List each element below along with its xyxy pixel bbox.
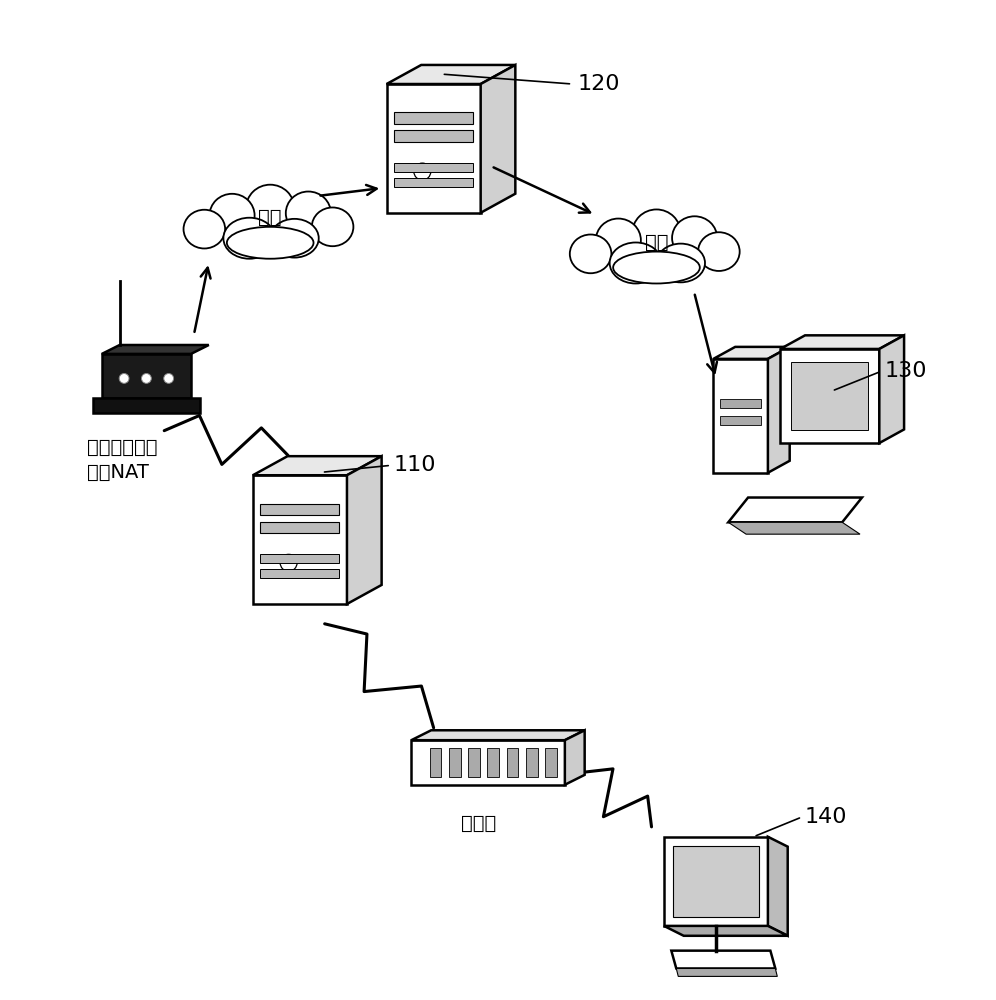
Polygon shape: [481, 65, 515, 213]
Ellipse shape: [632, 209, 680, 257]
Polygon shape: [253, 475, 347, 604]
Polygon shape: [673, 846, 759, 917]
Polygon shape: [411, 730, 585, 740]
Polygon shape: [449, 748, 460, 777]
Polygon shape: [394, 112, 473, 124]
Text: 120: 120: [578, 74, 620, 94]
Ellipse shape: [246, 185, 295, 233]
Polygon shape: [260, 522, 340, 533]
Ellipse shape: [209, 194, 255, 237]
Polygon shape: [386, 65, 515, 84]
Ellipse shape: [183, 210, 225, 248]
Polygon shape: [664, 837, 768, 926]
Polygon shape: [260, 554, 340, 563]
Ellipse shape: [672, 216, 717, 260]
Polygon shape: [102, 354, 191, 398]
Circle shape: [163, 374, 173, 383]
Polygon shape: [394, 163, 473, 172]
Polygon shape: [93, 398, 200, 413]
Polygon shape: [394, 178, 473, 187]
Text: 网络地址转换
设备NAT: 网络地址转换 设备NAT: [87, 438, 157, 482]
Ellipse shape: [610, 242, 661, 283]
Polygon shape: [260, 504, 340, 515]
Polygon shape: [347, 456, 381, 604]
Polygon shape: [394, 130, 473, 142]
Ellipse shape: [270, 219, 319, 258]
Ellipse shape: [312, 207, 354, 246]
Polygon shape: [429, 748, 441, 777]
Polygon shape: [260, 569, 340, 578]
Polygon shape: [676, 968, 777, 976]
Polygon shape: [671, 951, 775, 968]
Text: 110: 110: [394, 455, 436, 475]
Polygon shape: [791, 362, 869, 430]
Text: 130: 130: [884, 361, 926, 381]
Circle shape: [280, 554, 297, 571]
Circle shape: [120, 374, 129, 383]
Circle shape: [414, 163, 431, 180]
Text: 网络: 网络: [258, 208, 282, 227]
Polygon shape: [780, 335, 904, 349]
Polygon shape: [713, 347, 790, 359]
Ellipse shape: [286, 192, 331, 235]
Polygon shape: [487, 748, 499, 777]
Polygon shape: [526, 748, 538, 777]
Polygon shape: [720, 416, 761, 425]
Polygon shape: [713, 359, 768, 473]
Polygon shape: [768, 347, 790, 473]
Ellipse shape: [698, 232, 740, 271]
Polygon shape: [720, 399, 761, 408]
Polygon shape: [728, 522, 860, 534]
Polygon shape: [565, 730, 585, 785]
Polygon shape: [664, 926, 788, 936]
Polygon shape: [780, 349, 879, 443]
Circle shape: [141, 374, 151, 383]
Ellipse shape: [223, 218, 276, 259]
Polygon shape: [768, 837, 788, 936]
Text: 交换机: 交换机: [460, 814, 496, 833]
Text: 网络: 网络: [644, 233, 668, 252]
Polygon shape: [411, 740, 565, 785]
Polygon shape: [102, 345, 209, 354]
Polygon shape: [253, 456, 381, 475]
Polygon shape: [545, 748, 557, 777]
Ellipse shape: [614, 252, 700, 283]
Polygon shape: [507, 748, 518, 777]
Polygon shape: [728, 498, 862, 522]
Ellipse shape: [596, 219, 640, 262]
Polygon shape: [468, 748, 480, 777]
Polygon shape: [879, 335, 904, 443]
Ellipse shape: [570, 235, 612, 273]
Ellipse shape: [227, 227, 314, 259]
Text: 140: 140: [805, 807, 848, 827]
Ellipse shape: [656, 244, 705, 282]
Polygon shape: [386, 84, 481, 213]
